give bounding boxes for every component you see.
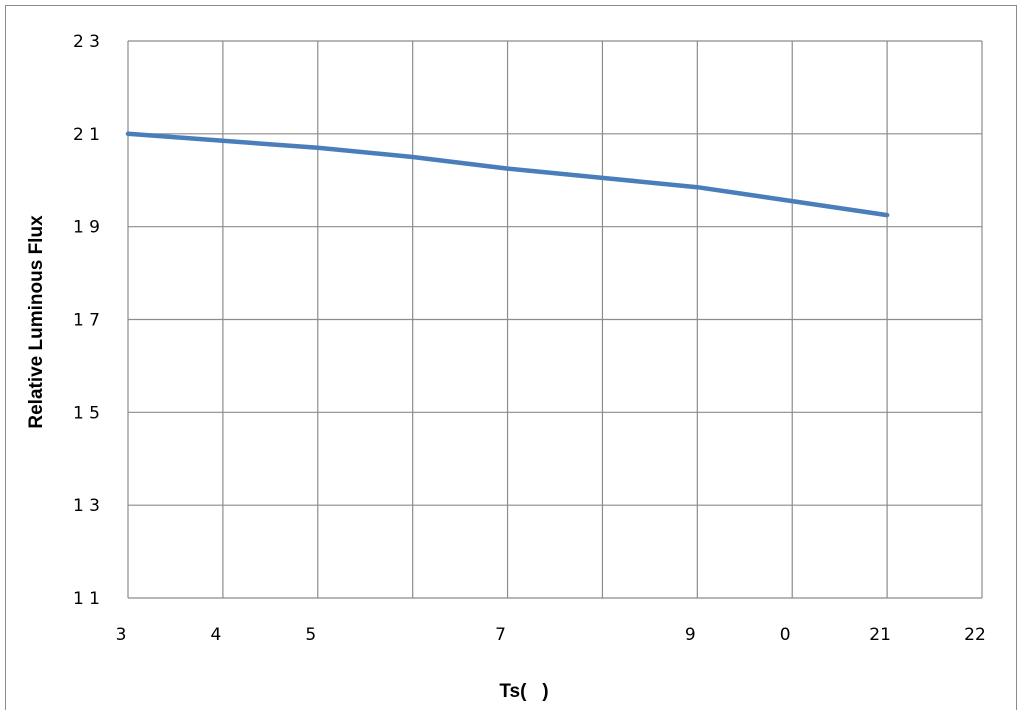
x-tick-label: 5 [305,625,316,645]
series-line [125,131,890,218]
y-tick-label: 2 1 [73,125,100,145]
y-axis-ticks: 2 3 2 1 1 9 1 7 1 5 1 3 1 1 [73,32,100,609]
y-tick-label: 1 5 [73,403,100,423]
x-tick-label: 22 [964,625,986,645]
x-tick-label: 21 [869,625,891,645]
x-tick-label: 7 [495,625,506,645]
x-axis-ticks: 3 4 5 7 9 0 21 22 [116,625,986,645]
y-tick-label: 1 9 [73,218,100,238]
y-tick-label: 2 3 [73,32,100,52]
y-tick-label: 1 3 [73,496,100,516]
chart-frame [5,5,1017,710]
x-axis-title: Ts( ) [499,681,548,702]
y-tick-label: 1 1 [73,589,100,609]
x-tick-label: 4 [210,625,221,645]
grid-lines [127,40,983,599]
y-tick-label: 1 7 [73,311,100,331]
series-layer [125,131,890,218]
x-tick-label: 3 [116,625,127,645]
x-tick-label: 0 [780,625,791,645]
y-axis-title: Relative Luminous Flux [26,215,47,429]
x-tick-label: 9 [685,625,696,645]
